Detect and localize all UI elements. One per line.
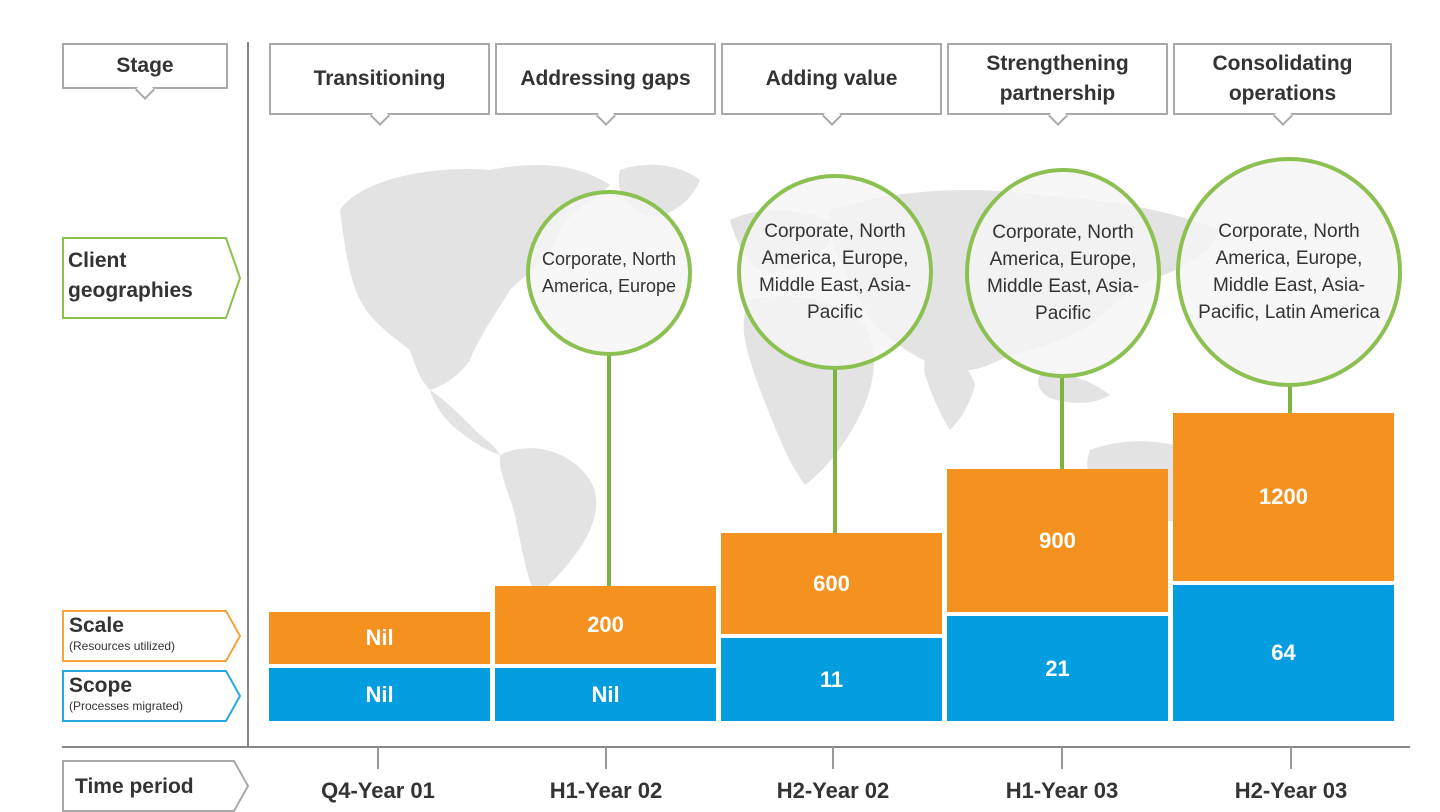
row-label-client-geographies: Client geographies (68, 249, 193, 302)
timeline-tick (1061, 747, 1063, 769)
stage-name: Adding value (765, 67, 898, 90)
geography-text: Corporate, North America, Europe, Middle… (1198, 221, 1380, 323)
geography-circle: Corporate, North America, Europe, Middle… (1176, 157, 1402, 387)
geography-stem (607, 352, 611, 586)
row-label-scope: Scope (69, 674, 133, 697)
geography-circle: Corporate, North America, Europe, Middle… (737, 174, 933, 370)
stage-box-adding-value: Adding value (721, 43, 942, 115)
row-label-stage-text: Stage (116, 54, 174, 77)
stage-name: Consolidating operations (1212, 52, 1353, 105)
geography-text: Corporate, North America, Europe (541, 249, 677, 296)
scope-value: Nil (591, 681, 620, 707)
stage-box-strengthening-partnership: Strengthening partnership (947, 43, 1168, 115)
geography-stem (1288, 384, 1292, 414)
timeline-tick (377, 747, 379, 769)
row-label-client-geographies-arrow (62, 237, 242, 319)
geography-circle: Corporate, North America, Europe (526, 190, 692, 356)
timeline-tick (1290, 747, 1292, 769)
scope-bar: 21 (947, 616, 1168, 721)
horizontal-axis-line (62, 746, 1410, 748)
scope-value: 11 (819, 666, 844, 692)
time-period-label: H1-Year 03 (1005, 778, 1119, 803)
stage-name: Transitioning (313, 67, 446, 90)
time-period-label: H2-Year 03 (1234, 778, 1348, 803)
timeline-tick (605, 747, 607, 769)
scale-value: 200 (587, 612, 624, 637)
scale-value: 600 (813, 570, 850, 596)
timeline-tick (832, 747, 834, 769)
scope-value: 64 (1271, 640, 1296, 665)
scope-value: Nil (365, 681, 394, 707)
row-label-scale-sub: (Resources utilized) (69, 639, 176, 653)
geography-stem (833, 368, 837, 533)
geography-circle: Corporate, North America, Europe, Middle… (965, 168, 1161, 378)
row-label-scale: Scale (69, 614, 124, 637)
scope-bar: Nil (269, 668, 490, 721)
row-label-stage: Stage (62, 43, 228, 89)
row-label-scale-arrow (62, 610, 242, 662)
stage-box-consolidating-operations: Consolidating operations (1173, 43, 1392, 115)
scope-bar: 11 (721, 638, 942, 721)
scale-value: 900 (1039, 527, 1076, 553)
scope-value: 21 (1045, 655, 1070, 681)
stage-box-addressing-gaps: Addressing gaps (495, 43, 716, 115)
time-period-label: H1-Year 02 (549, 778, 663, 803)
time-period-label: H2-Year 02 (776, 778, 890, 803)
scale-bar: 200 (495, 586, 716, 664)
scale-bar: Nil (269, 612, 490, 664)
geography-text: Corporate, North America, Europe, Middle… (986, 222, 1140, 324)
geography-text: Corporate, North America, Europe, Middle… (758, 221, 912, 323)
stage-box-transitioning: Transitioning (269, 43, 490, 115)
scale-value: 1200 (1259, 484, 1308, 509)
row-label-scope-sub: (Processes migrated) (69, 699, 184, 713)
scale-bar: 1200 (1173, 413, 1394, 581)
row-label-time-period: Time period (75, 775, 194, 798)
scope-bar: Nil (495, 668, 716, 721)
scale-value: Nil (365, 625, 394, 650)
scope-bar: 64 (1173, 585, 1394, 721)
time-period-label: Q4-Year 01 (321, 778, 435, 803)
vertical-divider (247, 42, 249, 747)
geography-stem (1060, 374, 1064, 469)
stage-name: Strengthening partnership (986, 52, 1129, 105)
scale-bar: 900 (947, 469, 1168, 612)
row-label-scope-arrow (62, 670, 242, 722)
stage-name: Addressing gaps (520, 67, 691, 90)
scale-bar: 600 (721, 533, 942, 634)
